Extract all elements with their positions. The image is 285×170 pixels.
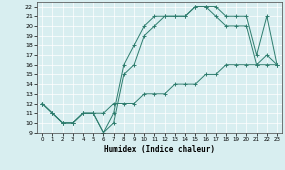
X-axis label: Humidex (Indice chaleur): Humidex (Indice chaleur) bbox=[104, 144, 215, 154]
